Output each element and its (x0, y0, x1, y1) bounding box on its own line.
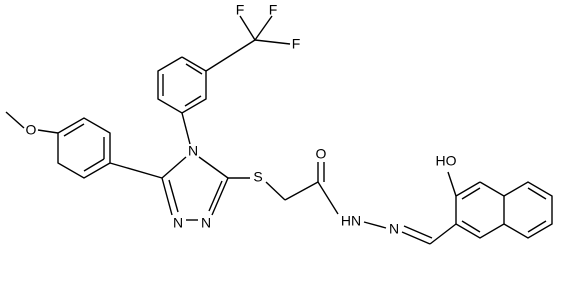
atom-label: F (292, 36, 301, 52)
atom-label: O (26, 122, 37, 138)
atom-labels: F F F N N N O S O HN N HO (26, 2, 457, 237)
atom-label: O (316, 146, 327, 162)
atom-label: F (236, 2, 245, 18)
atom-label: HN (341, 213, 361, 229)
atom-label: S (253, 169, 262, 185)
atom-label: N (389, 221, 399, 237)
atom-label: F (269, 2, 278, 18)
atom-label: N (201, 215, 211, 231)
atom-label: N (173, 215, 183, 231)
atom-label: N (188, 143, 198, 159)
atom-label: HO (436, 153, 457, 169)
bonds (5, 15, 553, 245)
